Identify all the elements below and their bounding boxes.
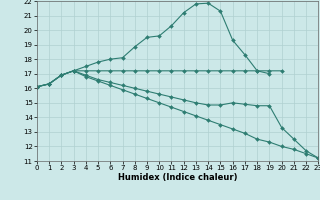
X-axis label: Humidex (Indice chaleur): Humidex (Indice chaleur) [118,173,237,182]
